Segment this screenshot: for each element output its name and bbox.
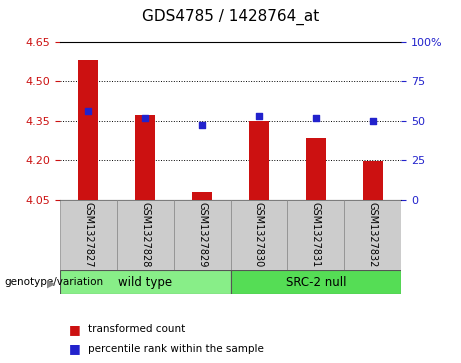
Text: GSM1327827: GSM1327827 <box>83 202 94 268</box>
Point <box>312 115 319 121</box>
Text: ■: ■ <box>69 342 81 355</box>
Bar <box>230 200 287 270</box>
Bar <box>60 200 117 270</box>
Text: transformed count: transformed count <box>88 324 185 334</box>
Bar <box>192 192 212 200</box>
Bar <box>135 115 155 200</box>
Text: SRC-2 null: SRC-2 null <box>285 276 346 289</box>
Text: GSM1327830: GSM1327830 <box>254 203 264 268</box>
Point <box>142 115 149 121</box>
Text: GDS4785 / 1428764_at: GDS4785 / 1428764_at <box>142 9 319 25</box>
Text: wild type: wild type <box>118 276 172 289</box>
Point <box>198 123 206 129</box>
Bar <box>249 121 269 200</box>
Bar <box>117 200 174 270</box>
Bar <box>344 200 401 270</box>
Point <box>255 113 263 119</box>
Text: ■: ■ <box>69 323 81 336</box>
Bar <box>230 270 401 294</box>
Text: GSM1327828: GSM1327828 <box>140 202 150 268</box>
Text: ▶: ▶ <box>47 279 55 289</box>
Bar <box>174 200 230 270</box>
Text: GSM1327832: GSM1327832 <box>367 202 378 268</box>
Bar <box>306 138 326 200</box>
Bar <box>363 162 383 200</box>
Text: GSM1327829: GSM1327829 <box>197 202 207 268</box>
Text: GSM1327831: GSM1327831 <box>311 203 321 268</box>
Text: percentile rank within the sample: percentile rank within the sample <box>88 344 264 354</box>
Text: genotype/variation: genotype/variation <box>5 277 104 287</box>
Bar <box>78 60 98 200</box>
Bar <box>60 270 230 294</box>
Bar <box>287 200 344 270</box>
Point <box>85 108 92 114</box>
Point <box>369 118 376 123</box>
